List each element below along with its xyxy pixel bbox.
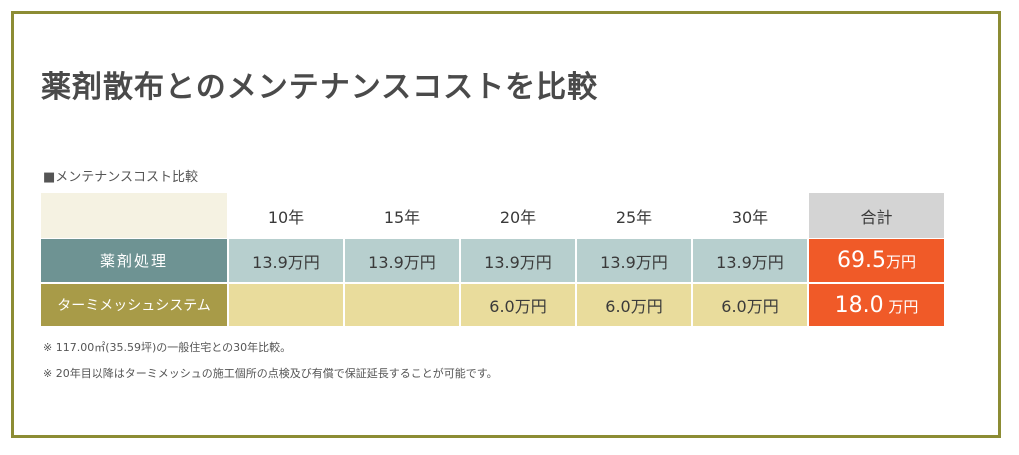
footnote: ※ 117.00㎡(35.59坪)の一般住宅との30年比較。 — [43, 341, 292, 354]
table-cell: 13.9万円 — [693, 238, 807, 282]
total-unit: 万円 — [885, 253, 916, 271]
table-cell: 13.9万円 — [577, 238, 691, 282]
header-30y: 30年 — [693, 193, 807, 238]
table-cell: 13.9万円 — [461, 238, 575, 282]
table-row: 薬剤処理 13.9万円 13.9万円 13.9万円 13.9万円 13.9万円 … — [41, 238, 944, 282]
row-label-chemical: 薬剤処理 — [41, 238, 227, 282]
header-25y: 25年 — [577, 193, 691, 238]
header-15y: 15年 — [345, 193, 459, 238]
table-cell: 13.9万円 — [345, 238, 459, 282]
table-header-row: 10年 15年 20年 25年 30年 合計 — [41, 193, 944, 238]
header-10y: 10年 — [229, 193, 343, 238]
total-number: 69.5 — [837, 248, 886, 273]
header-20y: 20年 — [461, 193, 575, 238]
total-cell-termimesh: 18.0 万円 — [809, 282, 944, 326]
footnote: ※ 20年目以降はターミメッシュの施工個所の点検及び有償で保証延長することが可能… — [43, 367, 498, 380]
table-cell — [229, 282, 343, 326]
section-subtitle: ■メンテナンスコスト比較 — [43, 170, 199, 185]
header-total: 合計 — [809, 193, 944, 238]
row-label-termimesh: ターミメッシュシステム — [41, 282, 227, 326]
table-cell — [345, 282, 459, 326]
total-unit: 万円 — [883, 297, 919, 316]
total-cell-chemical: 69.5万円 — [809, 238, 944, 282]
table-cell: 13.9万円 — [229, 238, 343, 282]
header-corner — [41, 193, 227, 238]
cost-comparison-table: 10年 15年 20年 25年 30年 合計 薬剤処理 13.9万円 13.9万… — [39, 193, 946, 326]
table-cell: 6.0万円 — [693, 282, 807, 326]
table-cell: 6.0万円 — [577, 282, 691, 326]
table-cell: 6.0万円 — [461, 282, 575, 326]
total-number: 18.0 — [834, 292, 884, 318]
page-title: 薬剤散布とのメンテナンスコストを比較 — [41, 70, 599, 105]
table-row: ターミメッシュシステム 6.0万円 6.0万円 6.0万円 18.0 万円 — [41, 282, 944, 326]
